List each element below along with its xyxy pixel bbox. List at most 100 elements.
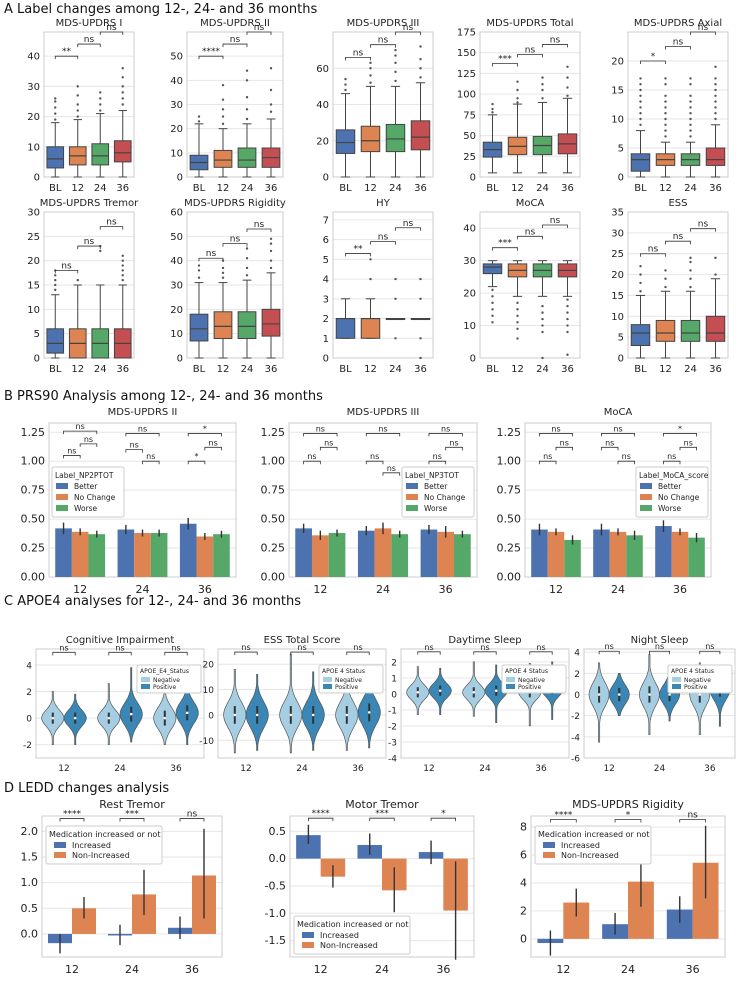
x-tick-label: 12 — [58, 764, 69, 774]
y-tick-label: 30 — [463, 256, 476, 267]
significance-bracket — [346, 651, 370, 656]
legend-swatch — [54, 842, 66, 848]
x-tick-label: 36 — [414, 364, 427, 375]
outlier-point — [664, 269, 667, 272]
significance-label: ns — [673, 38, 684, 48]
significance-label: ns — [230, 235, 241, 245]
chart-title: Rest Tremor — [99, 798, 165, 811]
outlier-point — [714, 83, 717, 86]
outlier-point — [664, 106, 667, 109]
violin-median — [617, 693, 621, 696]
y-tick-label: 50 — [170, 52, 183, 63]
outlier-point — [344, 88, 347, 92]
outlier-point — [491, 295, 494, 298]
x-tick-label: 12 — [71, 183, 84, 194]
chart-title: HY — [376, 198, 391, 209]
legend-swatch — [406, 494, 418, 500]
significance-label: * — [678, 424, 682, 433]
significance-label: ns — [353, 643, 362, 652]
outlier-point — [269, 103, 273, 106]
significance-label: ns — [84, 435, 93, 444]
violin-median — [289, 713, 293, 717]
significance-label: ns — [61, 261, 72, 271]
bar — [328, 533, 346, 577]
legend-label: Better — [658, 482, 682, 491]
outlier-point — [245, 266, 249, 270]
boxplot-a9: 0 10 20 30 40 MoCA BL 12 24 36 *** ns ns — [463, 198, 581, 375]
outlier-point — [394, 70, 397, 74]
outlier-point — [245, 257, 249, 260]
legend-swatch — [323, 677, 332, 682]
x-tick-label: 36 — [561, 364, 574, 375]
y-tick-label: 40 — [463, 224, 476, 235]
significance-label: ns — [378, 233, 389, 243]
significance-label: ns — [543, 452, 552, 461]
y-tick-label: 0 — [520, 932, 527, 945]
bar — [71, 531, 89, 577]
significance-label: ns — [667, 452, 676, 461]
significance-label: *** — [498, 54, 512, 64]
significance-label: ns — [403, 23, 414, 33]
significance-bracket — [492, 247, 518, 251]
x-tick-label: 12 — [549, 583, 563, 596]
bar — [213, 534, 230, 577]
outlier-point — [245, 79, 249, 82]
y-tick-label: 0 — [391, 690, 397, 700]
outlier-point — [639, 94, 642, 98]
legend-label: Non-Increased — [561, 851, 619, 860]
x-tick-label: 36 — [414, 183, 427, 194]
significance-label: ns — [698, 23, 709, 33]
y-tick-label: 20 — [611, 57, 624, 68]
outlier-point — [689, 129, 692, 132]
outlier-point — [221, 276, 225, 279]
x-tick-label: 12 — [65, 963, 79, 976]
y-tick-label: 1 — [323, 334, 329, 345]
bar — [454, 534, 471, 577]
outlier-point — [541, 83, 544, 86]
y-tick-label: 0 — [177, 354, 183, 365]
boxplot-a1: 0 10 20 30 40 MDS-UPDRS I BL 12 24 36 ** ns ns — [27, 18, 135, 194]
outlier-point — [689, 123, 692, 127]
x-tick-label: 24 — [611, 583, 625, 596]
y-tick-label: 0.0 — [21, 927, 39, 940]
x-tick-label: BL — [49, 364, 62, 375]
outlier-point — [714, 100, 717, 103]
chart-title: MDS-UPDRS Rigidity — [572, 798, 684, 811]
x-tick-label: 24 — [536, 364, 549, 375]
outlier-point — [419, 67, 422, 70]
outlier-point — [121, 76, 124, 79]
plot-frame — [41, 815, 223, 958]
outlier-point — [54, 112, 57, 115]
significance-bracket — [222, 243, 248, 247]
significance-label: ns — [254, 23, 265, 33]
y-tick-label: 5 — [618, 144, 624, 155]
outlier-point — [221, 115, 225, 118]
legend-label: No Change — [424, 493, 466, 502]
significance-label: ns — [146, 452, 155, 461]
legend-swatch — [640, 505, 652, 511]
boxplot-a10: 0 5 10 15 20 25 30 35 ESS BL 12 24 36 ns ns ns — [611, 198, 729, 375]
y-tick-label: 125 — [457, 69, 476, 80]
legend-swatch — [323, 684, 332, 689]
chart-title: ESS Total Score — [264, 635, 341, 646]
significance-bracket — [430, 817, 456, 822]
violin-median — [51, 716, 55, 720]
boxplot-a3: 0 20 40 60 MDS-UPDRS III BL 12 24 36 ns ns ns — [316, 18, 434, 194]
outlier-point — [714, 117, 717, 121]
x-tick-label: 36 — [673, 583, 687, 596]
significance-label: ns — [241, 643, 250, 652]
significance-bracket — [187, 460, 206, 465]
y-tick-label: 30 — [170, 281, 183, 292]
outlier-point — [344, 83, 347, 86]
significance-label: ns — [613, 424, 622, 433]
x-tick-label: 24 — [114, 764, 126, 774]
box — [680, 319, 701, 342]
legend: Label_NP2PTOT Better No Change Worse — [51, 466, 125, 518]
violin-median — [129, 712, 133, 716]
significance-bracket — [640, 253, 666, 257]
violin-median — [668, 693, 671, 696]
outlier-point — [714, 77, 717, 80]
significance-bracket — [601, 446, 619, 451]
